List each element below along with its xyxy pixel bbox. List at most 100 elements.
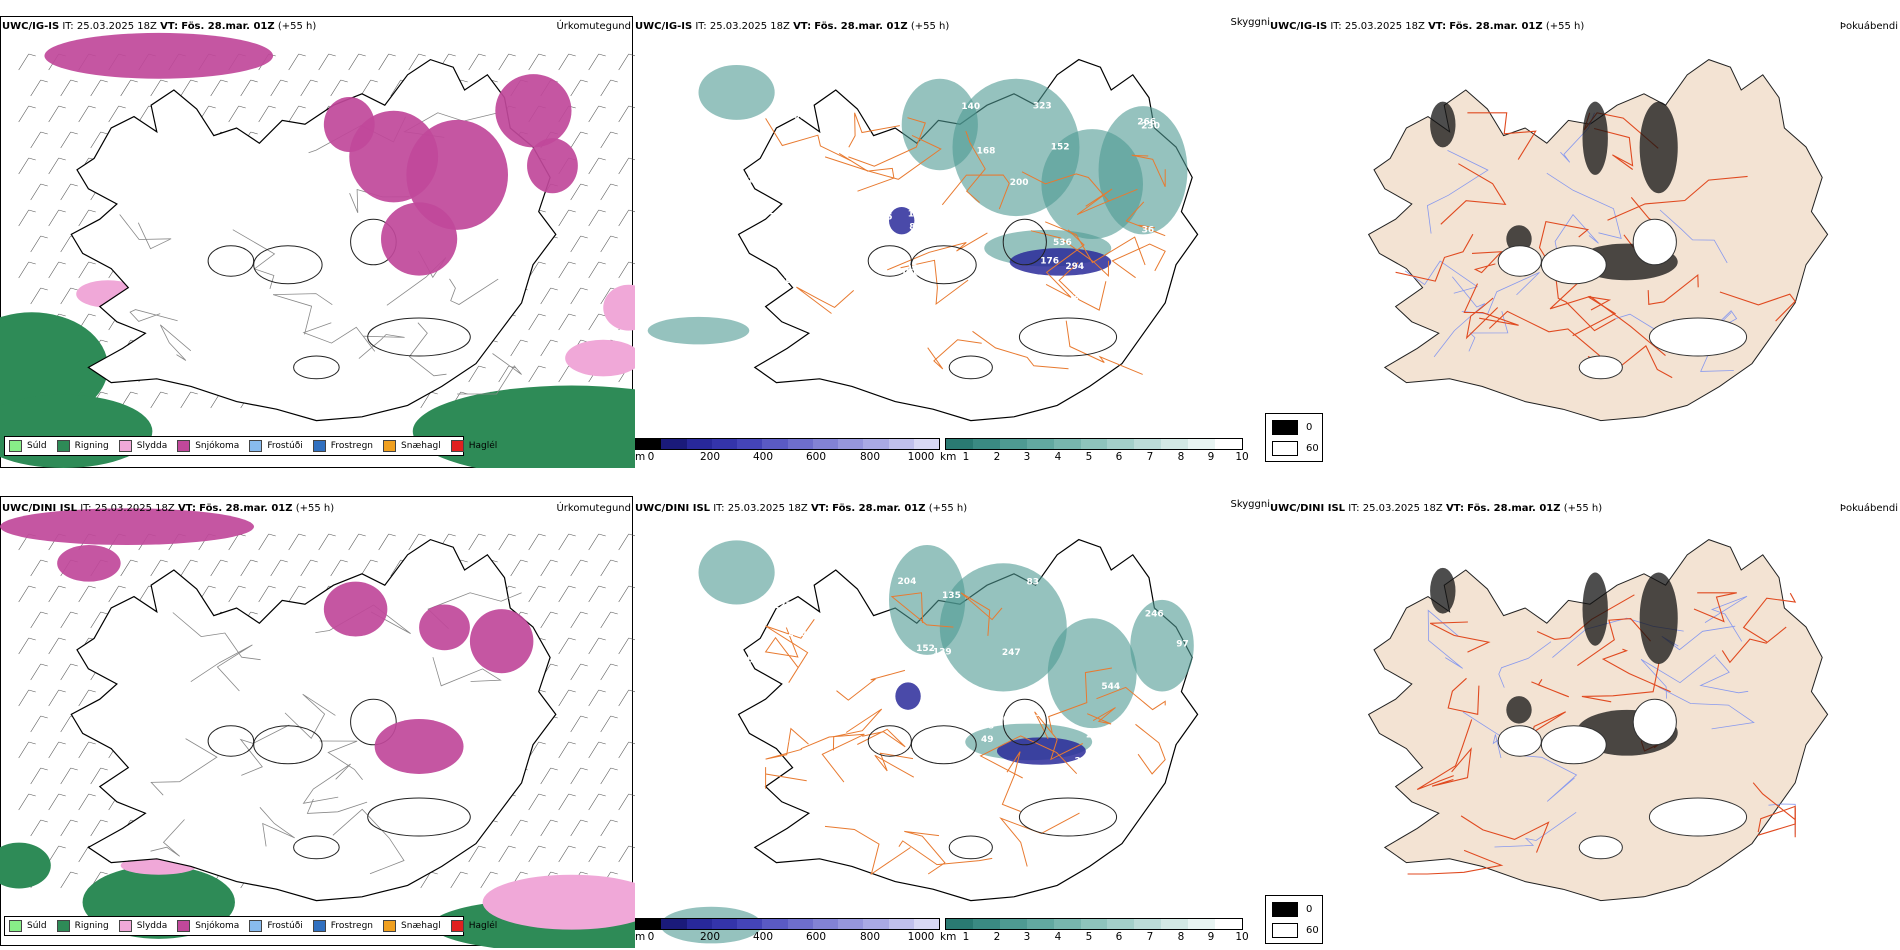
fog-indicator-map [1367,59,1829,422]
legend-item: Haglél [450,920,497,932]
legend-item: Súld [9,920,47,932]
wind-barb [628,533,635,537]
tick-label: 800 [859,451,881,463]
wind-barb [628,689,635,693]
wind-barb [618,53,629,71]
wind-barb [60,663,71,681]
cloud-base-label: 97 [1176,639,1189,649]
wind-barb [328,533,336,537]
wind-barb [538,689,546,693]
map-line [150,738,218,796]
wind-barb [388,533,396,537]
cloud-base-label: 152 [1051,143,1070,153]
wind-barb [508,585,516,589]
glacier-outline [253,245,323,285]
wind-barb [190,559,198,563]
wind-barb [588,845,599,863]
colorbar-cell [762,439,788,449]
wind-barb [118,585,126,589]
wind-barb [120,559,131,577]
wind-barb [618,637,629,655]
wind-barb [570,767,581,785]
wind-barb [78,261,89,279]
cloud-base-label: 173 [1023,709,1042,719]
map-line [1742,592,1797,643]
weather-area [469,609,534,674]
wind-barb [60,235,71,253]
map-line [1431,747,1472,787]
legend-item: Snæhagl [383,920,441,932]
wind-barb [550,663,558,667]
wind-barb [250,611,258,615]
wind-barb [600,287,611,305]
colorbar-cell [737,439,763,449]
wind-barb [28,793,36,797]
map-line [979,735,1078,779]
cloud-base-label: 428 [734,656,753,666]
colorbar-cell [863,919,889,929]
map-line [765,767,807,789]
wind-barb [598,845,606,849]
wind-barb [618,157,629,175]
map-line [1135,723,1166,775]
wind-barb [88,105,96,109]
legend-swatch [177,440,191,452]
panel-title: Þokuábendi [1839,503,1898,514]
wind-barb [48,261,59,279]
map-line [1693,592,1737,623]
cloud-base-label: 88 [909,222,922,232]
map-line [1045,221,1146,266]
wind-barb [570,287,581,305]
wind-barb [588,741,599,759]
wind-barb [48,741,59,759]
wind-barb [70,79,78,83]
wind-barb [250,79,258,83]
wind-barb [490,871,498,875]
wind-barb [580,715,588,719]
map-line [1447,677,1480,715]
wind-barb [558,689,569,707]
wind-barb [288,585,299,603]
wind-barb [340,79,348,83]
wind-barb [288,53,299,71]
wind-barb [18,105,29,123]
wind-barb [30,611,41,629]
wind-barb [460,79,468,83]
wind-barb [180,391,191,409]
tick-label: 4 [1054,931,1062,943]
wind-barb [588,585,599,603]
wind-barb [418,533,426,537]
wind-barb [88,209,96,213]
wind-barb [100,767,108,771]
wind-barb [610,611,618,615]
glacier-outline [1002,218,1047,266]
glacier-outline [367,317,471,357]
tick-label: 1 [962,451,970,463]
visibility-map: 2962281393053082782222394942815221030335… [660,538,1199,944]
map-line [1549,282,1666,357]
wind-barb [60,871,71,889]
wind-barb [558,313,569,331]
wind-barb [340,559,348,563]
map-line [1058,262,1107,311]
wind-barb [610,715,618,719]
tick-label: 6 [1115,931,1123,943]
wind-barb [70,287,78,291]
panel-title: Úrkomutegund [556,503,631,514]
wind-barb [478,53,486,57]
wind-barb [570,79,581,97]
wind-barb [540,559,551,577]
map-layer [1367,539,1829,902]
colorbar-cell [1215,919,1242,929]
wind-barb [628,585,635,589]
cloud-base-label: 308 [975,721,994,731]
wind-barb [600,767,611,785]
legend-swatch [450,920,464,932]
glacier-outline [867,725,912,757]
cloud-base-label: 428 [1096,572,1115,582]
wind-barb [40,663,48,667]
wind-barb [448,53,456,57]
wind-barb [58,105,66,109]
wind-barb [40,559,48,563]
map-line [1076,188,1138,216]
